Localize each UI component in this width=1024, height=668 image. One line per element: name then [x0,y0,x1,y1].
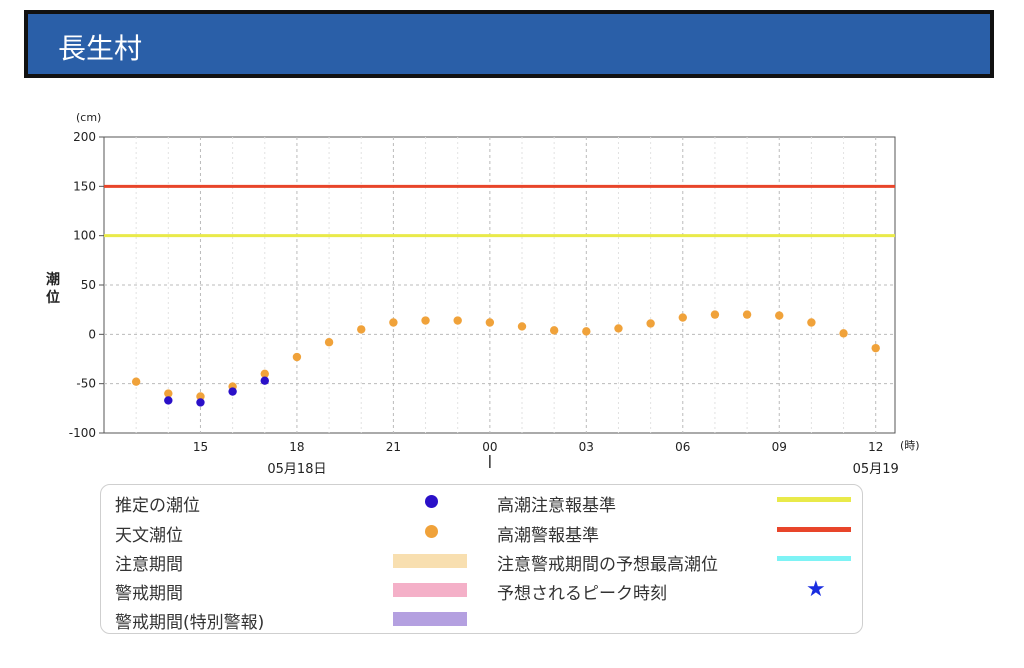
data-point [582,327,591,336]
legend-label-special-warning-period: 警戒期間(特別警報) [115,613,265,633]
x-tick-label: 03 [579,440,594,454]
legend-dot-estimated [425,495,438,508]
y-tick-label: -50 [76,377,96,391]
data-point [742,310,752,319]
y-tick-label: -100 [69,426,96,440]
data-point [421,316,430,325]
y-unit-label: (cm) [76,111,101,124]
x-tick-label: 00 [482,440,497,454]
legend-label-caution-standard: 高潮注意報基準 [497,496,616,516]
data-point [324,338,334,347]
legend-label-caution-period: 注意期間 [115,555,183,575]
data-point [646,319,655,328]
y-tick-label: 50 [81,278,96,292]
page-title: 長生村 [58,32,143,65]
data-point [292,352,302,362]
legend-dot-astronomical [425,525,438,538]
y-axis-label: 潮 [46,271,60,288]
x-tick-label: 18 [289,440,304,454]
data-point [517,322,527,331]
data-point [196,392,205,401]
y-axis-label: 位 [46,289,60,306]
data-point [678,313,687,322]
legend-label-peak-time: 予想されるピーク時刻 [497,584,667,604]
date-label: 05月19 [853,462,899,477]
y-tick-label: 100 [73,229,96,243]
tide-chart: 200 150 100 50 0 -50 -100 15 18 21 00 03 06 09 12 (cm) (… [46,111,920,477]
x-unit-label: (時) [900,439,920,452]
legend-label-estimated: 推定の潮位 [115,496,200,516]
legend-label-astronomical: 天文潮位 [115,526,183,546]
data-point [839,329,848,338]
data-point [357,325,366,334]
x-tick-label: 21 [386,440,401,454]
data-point [164,396,173,405]
legend-line-predicted-max [777,556,851,561]
x-tick-label: 06 [675,440,690,454]
data-point [775,311,784,320]
data-point [614,324,623,333]
y-tick-label: 0 [88,327,96,341]
legend-line-warning-standard [777,527,851,532]
data-point [485,318,495,327]
data-point [453,316,462,325]
data-point [131,377,141,386]
legend-swatch-warning-period [393,583,467,597]
data-point [710,310,720,319]
legend-swatch-special-warning-period [393,612,467,626]
data-point [807,318,816,327]
x-tick-label: 12 [868,440,883,454]
legend-line-caution-standard [777,497,851,502]
legend-label-warning-standard: 高潮警報基準 [497,526,599,546]
data-point [228,387,237,396]
legend-label-predicted-max: 注意警戒期間の予想最高潮位 [497,555,718,575]
legend-box: 推定の潮位 天文潮位 注意期間 警戒期間 警戒期間(特別警報) 高潮注意報基準 … [100,484,863,634]
data-point [389,318,398,327]
data-point [871,343,880,353]
star-icon: ★ [806,577,826,602]
data-point [549,326,559,335]
date-label: 05月18日 [267,462,326,477]
y-tick-label: 150 [73,179,96,193]
data-point [260,376,269,385]
x-tick-label: 15 [193,440,208,454]
y-tick-label: 200 [73,130,96,144]
data-point [164,389,173,398]
legend-label-warning-period: 警戒期間 [115,584,183,604]
data-point [196,398,205,407]
header-banner: 長生村 [24,10,994,78]
legend-swatch-caution-period [393,554,467,568]
x-tick-label: 09 [772,440,787,454]
data-point [260,369,269,378]
